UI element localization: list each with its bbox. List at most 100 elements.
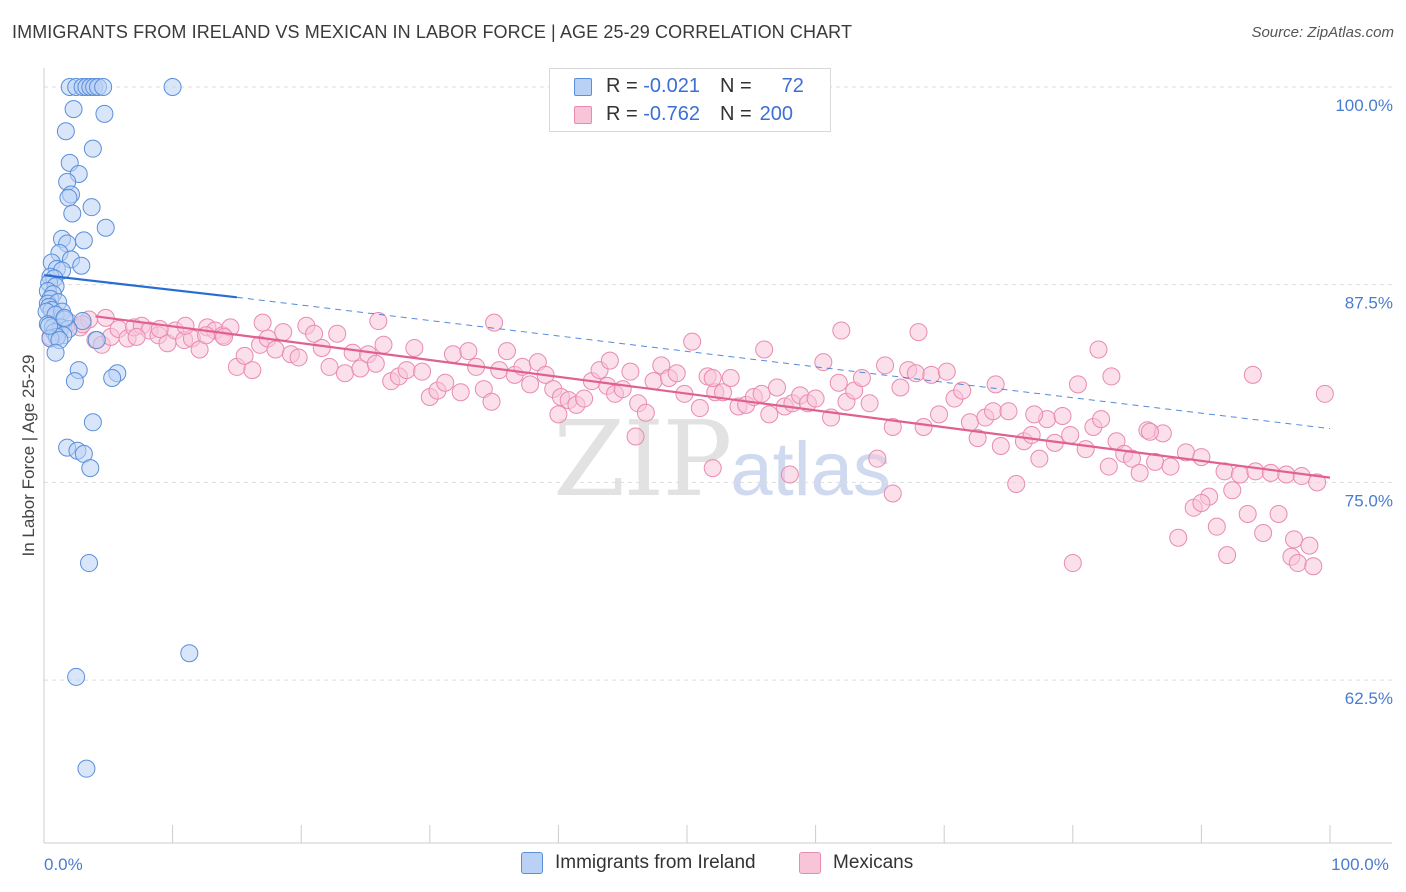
mexican-point <box>482 392 501 411</box>
mexican-point <box>328 324 347 343</box>
ireland-point <box>163 77 182 96</box>
mexican-point <box>703 369 722 387</box>
mexican-point <box>937 362 956 381</box>
mexican-point <box>832 321 851 340</box>
chart-title: IMMIGRANTS FROM IRELAND VS MEXICAN IN LA… <box>12 22 853 42</box>
mexican-point <box>626 427 645 446</box>
mexican-point <box>703 459 722 478</box>
mexican-point <box>1061 425 1080 444</box>
mexican-point <box>876 356 895 375</box>
mexican-point <box>755 340 774 359</box>
mexican-point <box>1315 384 1334 403</box>
ireland-point <box>103 369 122 387</box>
mexican-point <box>1122 449 1141 468</box>
mexican-point <box>305 324 324 343</box>
ireland-point <box>40 316 59 335</box>
mexican-point <box>1254 524 1273 542</box>
mexican-point <box>369 312 388 331</box>
ireland-point <box>74 231 93 250</box>
mexican-point <box>1140 422 1159 441</box>
mexican-point <box>1207 517 1226 536</box>
mexican-point <box>459 342 478 361</box>
mexican-point <box>176 316 195 335</box>
mexican-point <box>274 323 293 342</box>
y-tick-label: 75.0% <box>1345 491 1393 510</box>
ireland-point <box>64 100 83 119</box>
mexicans-legend-swatch-icon <box>799 852 821 874</box>
ireland-point <box>46 343 65 362</box>
mexican-point <box>960 413 979 432</box>
mexican-point <box>343 343 362 362</box>
mexican-point <box>485 313 504 332</box>
mexican-point <box>1076 440 1095 459</box>
mexican-point <box>1230 465 1249 484</box>
ireland-point <box>180 644 199 663</box>
ireland-point <box>65 372 84 391</box>
ireland-legend-swatch-icon <box>521 852 543 874</box>
mexican-point <box>1269 505 1288 524</box>
legend-row-ireland: R = -0.021 N = 72 <box>574 75 804 98</box>
ireland-point <box>95 104 114 123</box>
bottom-legend-ireland-label: Immigrants from Ireland <box>555 852 756 873</box>
mexican-point <box>852 369 871 387</box>
ireland-point <box>83 413 102 432</box>
mexican-point <box>1025 405 1044 424</box>
y-axis-label: In Labor Force | Age 25-29 <box>19 355 38 557</box>
mexican-point <box>667 364 686 383</box>
legend-r-label: R = <box>606 103 638 125</box>
mexican-point <box>1238 505 1257 524</box>
ireland-trend-line <box>43 274 238 299</box>
mexican-point <box>1092 410 1111 429</box>
mexican-point <box>930 405 949 424</box>
mexican-point <box>1192 448 1211 467</box>
mexican-point <box>1030 449 1049 468</box>
mexican-point <box>289 348 308 367</box>
ireland-point <box>81 459 100 478</box>
mexican-point <box>235 346 254 365</box>
legend-n-value-ireland: 72 <box>781 75 804 97</box>
mexican-point <box>806 389 825 408</box>
mexican-point <box>320 357 339 376</box>
mexican-point <box>1288 554 1307 573</box>
mexican-point <box>600 351 619 370</box>
mexican-point <box>1169 528 1188 547</box>
mexican-point <box>1277 465 1296 484</box>
mexican-point <box>868 449 887 468</box>
mexican-point <box>714 383 733 402</box>
mexican-point <box>1300 536 1319 555</box>
y-tick-label: 100.0% <box>1335 96 1393 115</box>
mexicans-swatch-icon <box>574 105 592 124</box>
mexican-point <box>953 381 972 400</box>
mexican-point <box>999 402 1018 421</box>
mexican-point <box>312 338 331 357</box>
bottom-legend-mexicans-label: Mexicans <box>833 852 914 873</box>
ireland-point <box>96 218 115 237</box>
mexican-point <box>760 405 779 424</box>
mexican-point <box>521 375 540 394</box>
mexican-point <box>1053 406 1072 425</box>
ireland-trend-extension <box>236 296 1331 430</box>
legend-r-label: R = <box>606 75 638 97</box>
mexican-point <box>413 362 432 381</box>
mexican-point <box>1308 473 1327 492</box>
ireland-point <box>72 256 91 275</box>
mexican-point <box>909 323 928 342</box>
mexicans-trend-line <box>95 315 1331 479</box>
mexican-point <box>1022 425 1041 444</box>
source-credit: Source: ZipAtlas.com <box>1251 24 1394 41</box>
legend-row-mexicans: R = -0.762 N = 200 <box>574 103 793 126</box>
ireland-point <box>67 667 86 686</box>
ireland-point <box>55 308 74 327</box>
mexican-point <box>780 465 799 484</box>
mexican-point <box>397 361 416 380</box>
ireland-point <box>87 331 106 350</box>
ireland-point <box>94 77 113 96</box>
mexican-point <box>335 364 354 383</box>
ireland-point <box>73 312 92 331</box>
mexican-point <box>1223 481 1242 500</box>
mexican-point <box>575 389 594 408</box>
mexican-point <box>644 372 663 391</box>
ireland-point <box>77 759 96 778</box>
mexican-point <box>986 375 1005 394</box>
